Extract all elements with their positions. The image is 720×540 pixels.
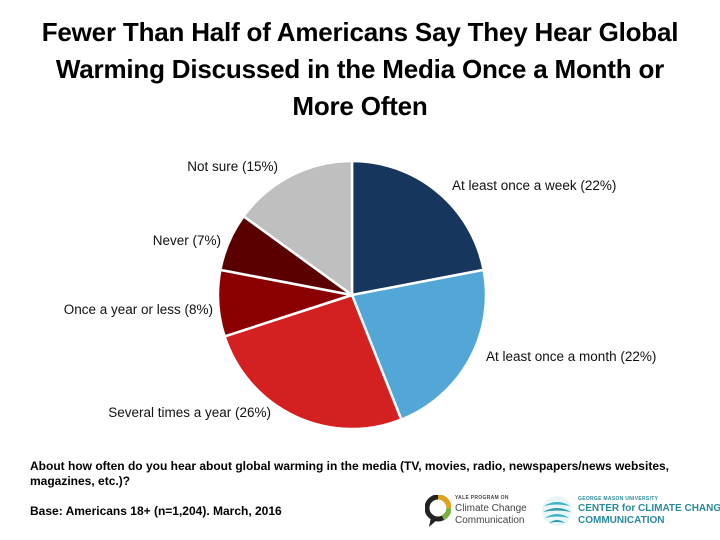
gmu-swirl-icon [542, 496, 572, 526]
yale-climate-logo: YALE PROGRAM ON Climate Change Communica… [425, 493, 545, 531]
title-line: Fewer Than Half of Americans Say They He… [41, 17, 679, 47]
slice-label: Several times a year (26%) [108, 405, 271, 420]
survey-question: About how often do you hear about global… [30, 459, 669, 488]
gmu-climate-logo: GEORGE MASON UNIVERSITY CENTER for CLIMA… [540, 493, 720, 531]
sample-base-note: Base: Americans 18+ (n=1,204). March, 20… [30, 504, 282, 518]
yale-program-name: Climate Change Communication [455, 503, 527, 526]
yale-program-label: YALE PROGRAM ON [455, 495, 509, 501]
gmu-center-name: CENTER for CLIMATE CHANGE COMMUNICATION [578, 503, 720, 526]
slice-label: Once a year or less (8%) [64, 302, 213, 317]
chart-title: Fewer Than Half of Americans Say They He… [10, 14, 710, 125]
slice-label: Not sure (15%) [187, 159, 278, 174]
gmu-university-label: GEORGE MASON UNIVERSITY [578, 496, 659, 502]
pie-slice [242, 159, 354, 297]
slice-label: At least once a month (22%) [486, 349, 656, 364]
slice-label: At least once a week (22%) [452, 178, 616, 193]
yale-speech-bubble-icon [425, 495, 451, 527]
pie-slice [223, 293, 403, 431]
title-line: Warming Discussed in the Media Once a Mo… [55, 54, 665, 84]
slice-label: Never (7%) [153, 233, 221, 248]
pie-slice [350, 159, 485, 297]
title-line: More Often [292, 91, 428, 121]
pie-slice [350, 268, 488, 421]
